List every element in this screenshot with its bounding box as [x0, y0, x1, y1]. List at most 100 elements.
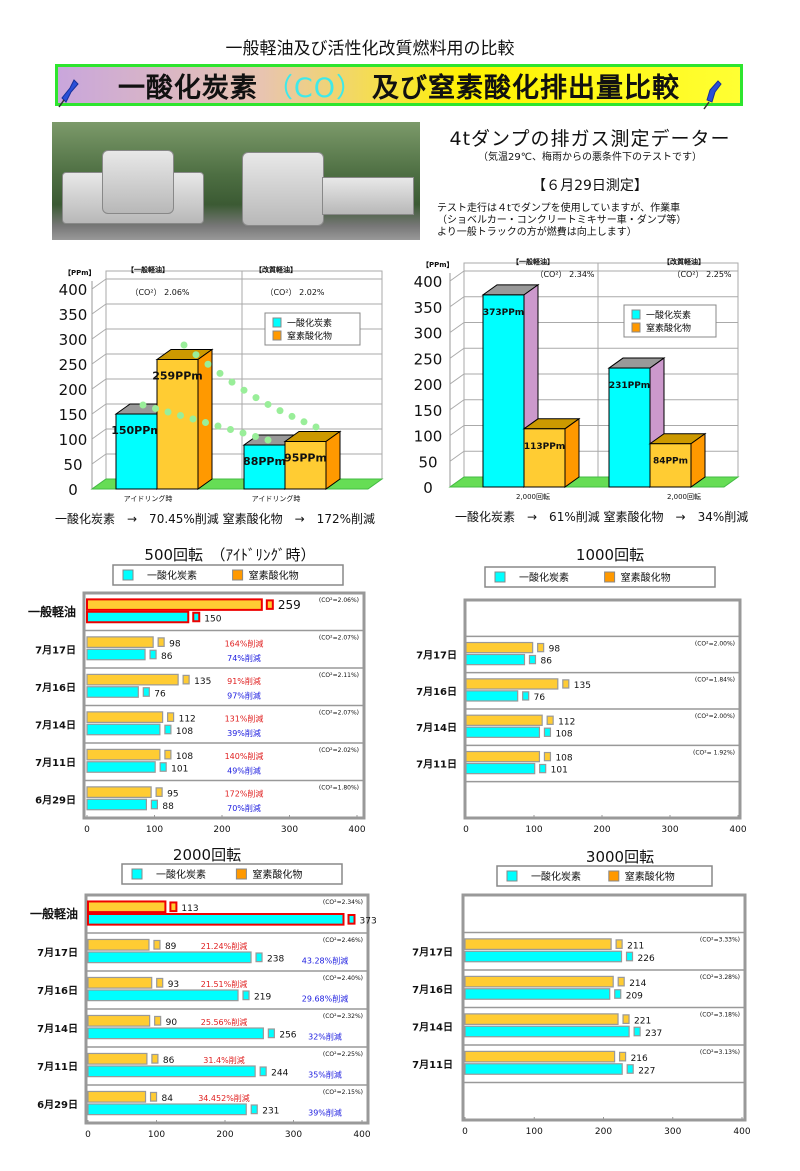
legend-swatch-co: [506, 870, 518, 882]
chart-title: 1000回転: [576, 546, 644, 564]
y-tick-label: 250: [414, 350, 443, 368]
bar-value-label: 88: [162, 802, 174, 812]
gridline-diagonal: [449, 347, 465, 359]
co2-label: (CO²=2.06%): [319, 597, 359, 604]
banner-title-part2: 及び窒素酸化排出量比較: [372, 72, 681, 104]
bar-value-label: 108: [555, 754, 572, 764]
gridline-diagonal: [91, 278, 107, 290]
category-label: 7月11日: [416, 759, 457, 771]
legend-swatch-co: [122, 569, 134, 581]
bar-value-label: 90: [166, 1018, 178, 1028]
co2-label: (CO²=3.13%): [700, 1049, 740, 1056]
bar-co: [464, 1025, 630, 1038]
x-category-label: アイドリング時: [124, 494, 173, 503]
reduction-nox-label: 21.24%削減: [201, 941, 248, 951]
hbar-chart-2: 500回転 （ｱｲﾄﾞﾘﾝｸﾞ時） 一酸化炭素 窒素酸化物 0 100 200 300 400…: [28, 546, 366, 835]
column-chart-1: 0 50 100 150 200 250 300 350 400 【PPm】 【一般軽油】 （CO²）…: [414, 257, 740, 501]
bar-value-label: 211: [627, 941, 644, 951]
bar-co: [87, 951, 252, 964]
measurement-date: 【６月29日測定】: [532, 178, 648, 194]
bar-value-label: 226: [638, 954, 655, 964]
bar-end-marker: [265, 599, 274, 610]
bar-nox: [87, 1090, 147, 1103]
bar-value-label: 84: [162, 1094, 174, 1104]
bar-value-label: 98: [549, 645, 561, 655]
category-label: 7月14日: [37, 1023, 78, 1035]
bar-co: [464, 1063, 623, 1075]
legend-swatch-nox: [608, 870, 620, 882]
bar-end-marker: [633, 1026, 641, 1037]
x-category-label: アイドリング時: [252, 494, 301, 503]
gridline-diagonal: [449, 270, 465, 282]
chart2-reduction-summary: 一酸化炭素 → 61%削減 窒素酸化物 → 34%削減: [455, 510, 749, 524]
bar-value-label: 95: [167, 789, 178, 799]
bar-value-label: 76: [534, 693, 546, 703]
pushpin-icon: [703, 80, 722, 110]
category-label: 7月11日: [35, 757, 76, 769]
y-tick-label: 400: [59, 281, 88, 299]
bar-co: [87, 1027, 264, 1040]
category-label: 6月29日: [37, 1099, 78, 1111]
bar-value-label: 373: [360, 917, 377, 927]
decorative-dot: [228, 378, 236, 386]
bar-end-marker: [250, 1104, 258, 1115]
legend-swatch: [272, 317, 282, 328]
bar-nox: [464, 938, 612, 950]
co2-label: (CO²=1.80%): [319, 785, 359, 792]
legend-swatch-nox: [235, 868, 247, 880]
decorative-dot: [204, 360, 212, 368]
co2-label: (CO²=2.25%): [323, 1051, 363, 1058]
legend-label-nox: 窒素酸化物: [249, 569, 299, 582]
bar-co: [87, 913, 345, 926]
truck-cab-left: [102, 150, 174, 214]
bar-value-label: 221: [634, 1016, 651, 1026]
y-tick-label: 150: [414, 402, 443, 420]
category-label: 7月17日: [416, 650, 457, 662]
legend-label: 窒素酸化物: [646, 322, 691, 334]
y-tick-label: 50: [63, 456, 82, 474]
category-label: 7月16日: [37, 985, 78, 997]
y-tick-label: 50: [418, 453, 437, 471]
bar-end-marker: [528, 654, 537, 665]
bar-value-label: 108: [555, 729, 572, 739]
x-tick-label: 200: [213, 825, 230, 835]
bar-co: [86, 648, 146, 661]
co2-label: (CO²=2.40%): [323, 975, 363, 982]
bar-end-marker: [167, 712, 175, 722]
bar-co: [87, 1065, 256, 1078]
pushpin-icon: [58, 79, 79, 108]
legend-swatch-nox: [232, 569, 244, 581]
x-category-label: 2,000回転: [516, 493, 550, 501]
x-tick-label: 400: [729, 825, 746, 835]
truck-photo: [52, 122, 420, 240]
info-note: テスト走行は４tでダンプを使用していますが、作業車 （ショベルカー・コンクリート…: [437, 203, 767, 239]
bar-value-label: 238: [267, 955, 284, 965]
category-label: 7月17日: [37, 947, 78, 959]
bar-end-marker: [546, 715, 554, 725]
decorative-dot: [227, 426, 234, 433]
y-axis-unit-label: 【PPm】: [64, 269, 96, 277]
group-label: 【一般軽油】: [512, 257, 554, 266]
bar-end-marker: [615, 939, 623, 949]
bar-side-face: [325, 430, 341, 490]
reduction-co-label: 39%削減: [308, 1108, 342, 1118]
legend-swatch: [272, 330, 282, 341]
info-note-line: より一般トラックの方が燃費は向上します）: [437, 227, 637, 238]
bar-side-face: [564, 417, 580, 488]
gridline-diagonal: [449, 450, 465, 462]
category-label: 7月16日: [416, 686, 457, 698]
bar-nox: [464, 1050, 616, 1063]
reduction-co-label: 29.68%削減: [302, 994, 349, 1004]
gridline-diagonal: [91, 453, 107, 465]
decorative-dot: [240, 386, 248, 394]
x-tick-label: 0: [463, 825, 469, 835]
x-tick-label: 300: [664, 1127, 681, 1137]
decorative-dot: [276, 407, 284, 415]
y-tick-label: 350: [414, 299, 443, 317]
co2-label: (CO²=3.33%): [700, 937, 740, 944]
bar-co: [86, 610, 190, 624]
bar-end-marker: [543, 727, 552, 737]
